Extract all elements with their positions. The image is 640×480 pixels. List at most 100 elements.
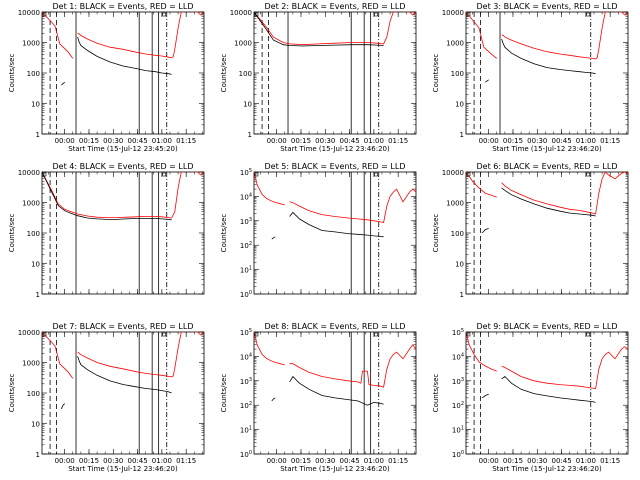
y-tick-label: 105 — [452, 328, 464, 337]
x-tick-label: 00:00 — [479, 457, 499, 465]
panel-title: Det 8: BLACK = Events, RED = LLD — [265, 322, 406, 331]
x-tick-label: 00:45 — [339, 457, 359, 465]
vertical-markers — [350, 172, 380, 294]
lld-line — [42, 172, 185, 219]
events-line — [271, 236, 276, 240]
y-tick-label: 1000 — [22, 200, 40, 208]
plot-frame — [41, 11, 205, 135]
top-left-mark — [42, 12, 47, 17]
lld-line — [501, 172, 628, 215]
lld-line — [194, 332, 204, 336]
x-tick-label: 00:00 — [55, 457, 75, 465]
y-tick-label: 10 — [31, 101, 40, 109]
x-tick-label: 00:30 — [315, 137, 335, 145]
x-tick-label: 00:30 — [527, 137, 547, 145]
series-group — [466, 332, 628, 403]
y-tick-label: 101 — [452, 426, 464, 435]
x-axis-label: Start Time (15-Jul-12 23:46:20) — [280, 465, 390, 473]
plot-frame — [41, 171, 205, 295]
panel-title: Det 5: BLACK = Events, RED = LLD — [265, 162, 406, 171]
x-tick-label: 00:00 — [267, 137, 287, 145]
x-axis-label: Start Time (15-Jul-12 23:46:20) — [492, 145, 602, 153]
x-tick-label: 01:15 — [176, 457, 196, 465]
y-tick-label: 103 — [452, 377, 464, 386]
events-line — [501, 375, 596, 403]
lld-line — [77, 332, 185, 378]
lld-line — [289, 188, 416, 223]
y-tick-label: 101 — [240, 266, 252, 275]
y-tick-label: 1 — [36, 451, 40, 459]
y-tick-label: 100 — [452, 450, 464, 459]
top-left-mark — [42, 332, 47, 337]
plot-frame — [253, 11, 417, 135]
lld-line — [194, 172, 204, 176]
y-tick-label: 100 — [240, 290, 252, 299]
x-axis-label: Start Time (15-Jul-12 23:45:20) — [68, 145, 178, 153]
series-group — [466, 12, 628, 83]
x-tick-label: 01:00 — [576, 457, 596, 465]
y-tick-label: 102 — [240, 401, 252, 410]
plot-frame — [253, 171, 417, 295]
y-tick-label: 10 — [31, 421, 40, 429]
y-tick-label: 1000 — [234, 40, 252, 48]
y-tick-label: 1000 — [446, 200, 464, 208]
series-group — [254, 12, 416, 47]
x-axis-label: Start Time (15-Jul-12 23:46:20) — [492, 465, 602, 473]
y-tick-label: 102 — [452, 401, 464, 410]
panel-det-6: Det 6: BLACK = Events, RED = LLD 1 10 100 10… — [432, 162, 629, 299]
events-line — [289, 375, 384, 406]
x-tick-label: 00:00 — [55, 137, 75, 145]
plot-frame — [465, 11, 629, 135]
y-tick-label: 104 — [240, 192, 252, 201]
y-tick-label: 104 — [452, 352, 464, 361]
lld-line — [618, 12, 628, 16]
panel-det-5: Det 5: BLACK = Events, RED = LLD 100 101 10… — [220, 162, 417, 299]
x-tick-label: 00:45 — [127, 457, 147, 465]
y-tick-label: 10 — [31, 261, 40, 269]
x-tick-label: 01:00 — [152, 457, 172, 465]
lld-line — [466, 332, 497, 372]
events-line — [271, 397, 276, 402]
plot-frame — [253, 331, 417, 455]
y-tick-label: 103 — [240, 217, 252, 226]
y-tick-label: 1000 — [22, 360, 40, 368]
lld-line — [42, 332, 74, 379]
y-tick-label: 100 — [27, 70, 40, 78]
panel-title: Det 4: BLACK = Events, RED = LLD — [53, 162, 194, 171]
panel-det-9: Det 9: BLACK = Events, RED = LLD 100 101 10… — [432, 322, 629, 473]
y-tick-label: 101 — [240, 426, 252, 435]
y-tick-label: 105 — [240, 168, 252, 177]
y-tick-label: 104 — [240, 352, 252, 361]
x-tick-label: 00:45 — [551, 457, 571, 465]
x-tick-label: 00:15 — [79, 457, 99, 465]
y-tick-label: 10 — [243, 101, 252, 109]
x-tick-label: 00:30 — [103, 137, 123, 145]
y-axis-label: Counts/sec — [220, 214, 228, 253]
panel-det-7: Det 7: BLACK = Events, RED = LLD 1 10 100 10… — [8, 322, 205, 473]
lld-line — [254, 12, 397, 46]
x-tick-label: 01:15 — [388, 457, 408, 465]
y-tick-label: 10000 — [442, 9, 464, 17]
y-tick-label: 1 — [460, 131, 464, 139]
y-axis-label: Counts/sec — [432, 54, 440, 93]
plot-frame — [465, 331, 629, 455]
x-tick-label: 00:15 — [291, 457, 311, 465]
y-tick-label: 1 — [36, 291, 40, 299]
panel-det-2: Det 2: BLACK = Events, RED = LLD 1 10 100 10… — [220, 2, 417, 153]
y-axis-label: Counts/sec — [8, 54, 16, 93]
y-tick-label: 1000 — [22, 40, 40, 48]
top-left-mark — [42, 172, 47, 177]
y-axis-label: Counts/sec — [220, 54, 228, 93]
panel-det-3: Det 3: BLACK = Events, RED = LLD 1 10 100 10… — [432, 2, 629, 153]
x-tick-label: 01:15 — [176, 137, 196, 145]
x-tick-label: 00:30 — [315, 457, 335, 465]
panel-title: Det 1: BLACK = Events, RED = LLD — [53, 2, 194, 11]
top-left-mark — [466, 332, 471, 337]
top-left-mark — [254, 12, 259, 17]
x-tick-label: 01:15 — [600, 137, 620, 145]
top-right-mark — [374, 332, 378, 337]
series-group — [254, 332, 416, 406]
top-right-mark — [162, 12, 166, 17]
panel-det-4: Det 4: BLACK = Events, RED = LLD 1 10 100 10… — [8, 162, 205, 299]
x-tick-label: 00:00 — [479, 137, 499, 145]
